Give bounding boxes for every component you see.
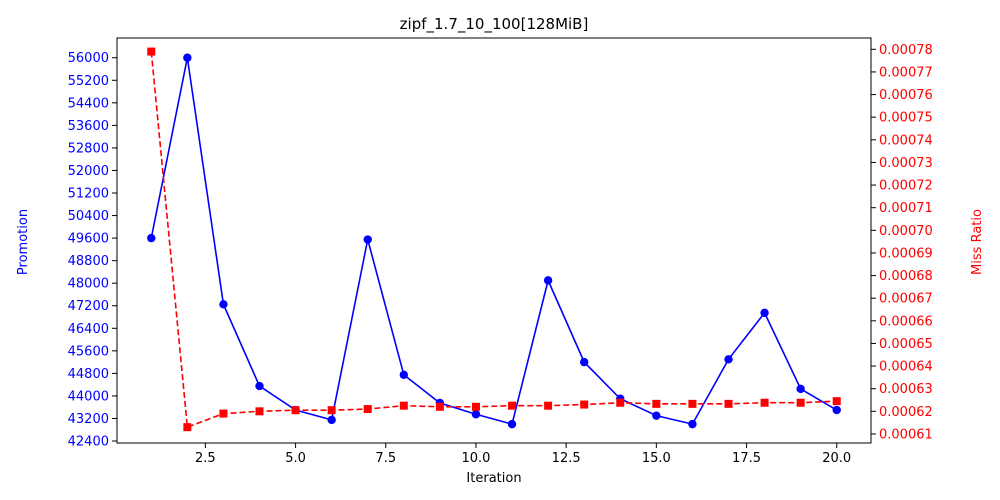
promotion-point	[832, 405, 841, 415]
right-y-tick-label: 0.00072	[879, 179, 933, 194]
miss-ratio-point	[291, 406, 300, 415]
miss-ratio-point	[508, 401, 517, 410]
right-y-tick-label: 0.00067	[879, 292, 933, 307]
right-y-tick-label: 0.00073	[879, 156, 933, 171]
promotion-point	[183, 53, 192, 62]
promotion-point	[760, 308, 769, 317]
x-tick-label: 12.5	[552, 451, 581, 466]
x-axis-label: Iteration	[466, 471, 521, 486]
left-y-tick-label: 51200	[68, 187, 109, 202]
x-tick-label: 5.0	[285, 451, 306, 466]
left-y-axis: 42400 43200 44000 44800 45600 46400 47200 48000…	[68, 51, 117, 450]
promotion-point	[688, 419, 697, 429]
miss-ratio-point	[760, 398, 769, 407]
promotion-point	[724, 355, 733, 364]
left-y-tick-label: 46400	[68, 322, 109, 337]
promotion-point	[579, 357, 589, 367]
right-y-tick-label: 0.00065	[879, 337, 933, 352]
miss-ratio-point	[652, 399, 661, 408]
promotion-point	[363, 235, 372, 244]
miss-ratio-point	[616, 398, 625, 407]
promotion-point	[255, 381, 264, 391]
left-y-tick-label: 48000	[68, 277, 109, 292]
miss-ratio-point	[544, 401, 553, 410]
miss-ratio-point	[832, 397, 841, 406]
right-y-axis-label: Miss Ratio	[970, 209, 985, 275]
miss-ratio-point	[580, 400, 589, 409]
miss-ratio-point	[796, 398, 805, 407]
right-y-tick-label: 0.00071	[879, 201, 933, 216]
miss-ratio-point	[327, 406, 336, 415]
miss-ratio-point	[183, 423, 192, 432]
left-y-tick-label: 49600	[68, 232, 109, 247]
right-y-tick-label: 0.00074	[879, 133, 933, 148]
x-tick-label: 15.0	[642, 451, 671, 466]
right-y-tick-label: 0.00063	[879, 382, 933, 397]
plot-frame	[116, 37, 872, 444]
miss-ratio-point	[471, 402, 480, 411]
left-y-tick-label: 43200	[68, 412, 109, 427]
left-y-axis-label: Promotion	[16, 209, 31, 275]
left-y-tick-label: 56000	[68, 51, 109, 66]
promotion-point	[796, 384, 805, 394]
right-y-tick-label: 0.00062	[879, 405, 933, 420]
right-y-tick-label: 0.00075	[879, 111, 933, 126]
miss-ratio-point	[219, 409, 228, 418]
promotion-point	[652, 411, 661, 420]
miss-ratio-point	[147, 47, 156, 56]
x-tick-label: 7.5	[375, 451, 396, 466]
chart-title: zipf_1.7_10_100[128MiB]	[400, 15, 589, 34]
miss-ratio-point	[724, 399, 733, 408]
x-tick-label: 17.5	[732, 451, 761, 466]
promotion-point	[147, 233, 156, 243]
right-y-tick-label: 0.00069	[879, 246, 933, 261]
left-y-tick-label: 54400	[68, 96, 109, 111]
right-y-tick-label: 0.00078	[879, 43, 933, 58]
right-y-tick-label: 0.00068	[879, 269, 933, 284]
x-tick-label: 10.0	[461, 451, 490, 466]
left-y-tick-label: 45600	[68, 344, 109, 359]
miss-ratio-point	[363, 405, 372, 414]
right-y-tick-label: 0.00061	[879, 427, 933, 442]
x-tick-label: 2.5	[195, 451, 216, 466]
promotion-series-line	[150, 57, 838, 426]
miss-ratio-point	[688, 399, 697, 408]
miss-ratio-point	[399, 401, 408, 410]
right-y-tick-label: 0.00076	[879, 88, 933, 103]
left-y-tick-label: 53600	[68, 119, 109, 134]
right-y-axis: 0.00061 0.00062 0.00063 0.00064 0.00065 0.000…	[871, 43, 933, 442]
series-layer	[147, 47, 841, 432]
promotion-point	[471, 410, 481, 419]
miss-ratio-point	[255, 407, 264, 416]
promotion-point	[543, 276, 553, 285]
right-y-tick-label: 0.00077	[879, 65, 933, 80]
x-tick-label: 20.0	[822, 451, 851, 466]
left-y-tick-label: 44000	[68, 389, 109, 404]
promotion-point	[327, 415, 336, 425]
promotion-point	[507, 419, 517, 429]
miss-ratio-series-line	[150, 51, 837, 429]
promotion-point	[219, 300, 228, 309]
left-y-tick-label: 48800	[68, 254, 109, 269]
x-axis: 2.5 5.0 7.5 10.0 12.5 15.0 17.5 20.0	[195, 443, 851, 466]
miss-ratio-point	[435, 402, 444, 411]
right-y-tick-label: 0.00070	[879, 224, 933, 239]
left-y-tick-label: 44800	[68, 367, 109, 382]
promotion-point	[399, 370, 409, 379]
left-y-tick-label: 52000	[68, 164, 109, 179]
left-y-tick-label: 52800	[68, 141, 109, 156]
left-y-tick-label: 55200	[68, 74, 109, 89]
right-y-tick-label: 0.00064	[879, 360, 933, 375]
left-y-tick-label: 50400	[68, 209, 109, 224]
right-y-tick-label: 0.00066	[879, 314, 933, 329]
left-y-tick-label: 47200	[68, 299, 109, 314]
plot-area-border	[116, 37, 872, 444]
left-y-tick-label: 42400	[68, 435, 109, 450]
